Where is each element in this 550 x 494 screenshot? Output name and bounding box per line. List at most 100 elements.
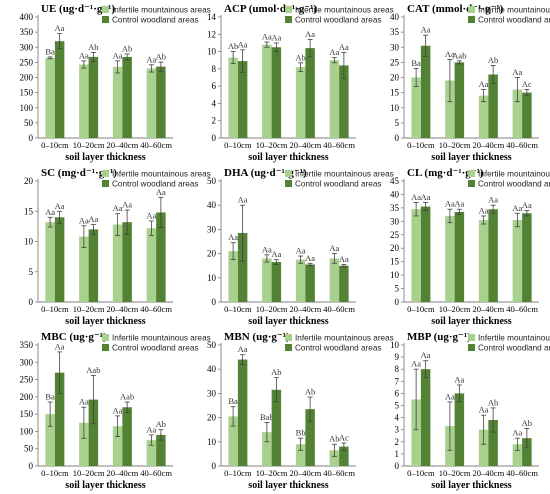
significance-label: Aa xyxy=(228,232,238,242)
y-tick-label: 50 xyxy=(24,444,34,454)
significance-label: Aa xyxy=(411,359,421,369)
bar xyxy=(522,92,532,138)
y-tick-label: 30 xyxy=(390,216,400,226)
legend-label: Control woodland areas xyxy=(112,180,198,189)
significance-label: Aa xyxy=(122,200,132,210)
significance-label: Aa xyxy=(421,192,431,202)
y-tick-label: 40 xyxy=(207,200,217,210)
y-tick-label: 12 xyxy=(207,29,216,39)
chart-panel-7: MBC (ug·g⁻¹) Infertile mountainous areas C… xyxy=(1,329,211,493)
y-tick-label: 10 xyxy=(207,273,217,283)
x-tick-label: 0–10cm xyxy=(41,140,69,150)
y-tick-label: 40 xyxy=(390,12,400,22)
significance-label: Ab xyxy=(122,43,132,53)
bar xyxy=(488,209,498,302)
bar xyxy=(295,444,306,466)
significance-label: Aa xyxy=(329,243,339,253)
bar xyxy=(79,422,89,466)
x-tick-label: 10–20cm xyxy=(439,304,471,314)
legend-swatch xyxy=(468,180,475,187)
y-tick-label: 200 xyxy=(20,73,34,83)
x-tick-label: 20–40cm xyxy=(290,468,322,478)
chart-svg: DHA (ug·d⁻¹·g⁻¹)Infertile mountainous ar… xyxy=(207,167,394,327)
x-tick-label: 10–20cm xyxy=(439,468,471,478)
legend-label: Control woodland areas xyxy=(478,344,550,353)
y-tick-label: 8 xyxy=(212,64,217,74)
y-tick-label: 10 xyxy=(390,340,400,350)
significance-label: Aa xyxy=(454,374,464,384)
legend-label: Infertile mountainous areas xyxy=(112,6,211,15)
chart-title: CAT (mmol·d⁻¹·g⁻¹) xyxy=(407,3,504,15)
bar xyxy=(146,440,157,466)
significance-label: Aa xyxy=(271,32,281,42)
bar xyxy=(237,61,248,139)
y-tick-label: 45 xyxy=(390,176,400,186)
y-tick-label: 50 xyxy=(207,176,217,186)
chart-panel-2: ACP (umol·d⁻¹·g⁻¹) Infertile mountainous … xyxy=(184,1,394,165)
bar xyxy=(88,56,99,138)
significance-label: Aa xyxy=(238,344,248,354)
x-tick-label: 0–10cm xyxy=(224,468,252,478)
y-tick-label: 10 xyxy=(390,270,400,280)
x-tick-label: 20–40cm xyxy=(107,304,139,314)
bar xyxy=(45,57,55,138)
x-tick-label: 0–10cm xyxy=(407,304,435,314)
x-tick-label: 0–10cm xyxy=(407,140,435,150)
legend-swatch xyxy=(285,180,292,187)
bar xyxy=(271,47,282,138)
x-tick-label: 10–20cm xyxy=(439,140,471,150)
x-axis-label: soil layer thickness xyxy=(65,316,145,327)
chart-panel-4: SC (mg·d⁻¹·g⁻¹) Infertile mountainous are… xyxy=(1,165,211,329)
bar xyxy=(339,265,349,302)
significance-label: Ab xyxy=(305,387,315,397)
bar xyxy=(522,213,532,302)
legend-swatch xyxy=(285,6,292,13)
bar xyxy=(339,65,349,138)
chart-svg: MBC (ug·g⁻¹) Infertile mountainous areasC… xyxy=(20,331,211,491)
significance-label: Aa xyxy=(55,23,65,33)
y-tick-label: 40 xyxy=(207,364,217,374)
bar xyxy=(156,212,166,302)
chart-svg: UE (ug·d⁻¹·g⁻¹)Infertile mountainous are… xyxy=(20,3,211,163)
significance-label: Ab xyxy=(156,52,166,62)
significance-label: Ab xyxy=(295,52,305,62)
bar xyxy=(420,206,431,302)
bar xyxy=(454,211,465,302)
legend-swatch xyxy=(285,170,292,177)
x-tick-label: 20–40cm xyxy=(107,468,139,478)
significance-label: Aa xyxy=(479,205,489,215)
x-tick-label: 40–60cm xyxy=(506,140,538,150)
legend-swatch xyxy=(102,344,109,351)
bar xyxy=(305,264,315,302)
y-tick-label: 5 xyxy=(395,284,400,294)
bar xyxy=(512,219,523,302)
y-tick-label: 2 xyxy=(212,116,217,126)
bar xyxy=(488,420,498,466)
significance-label: Aa xyxy=(305,29,315,39)
x-tick-label: 20–40cm xyxy=(473,304,505,314)
bar xyxy=(339,446,349,466)
bar xyxy=(79,64,89,138)
x-tick-label: 10–20cm xyxy=(73,140,105,150)
significance-label: Aa xyxy=(88,214,98,224)
significance-label: Aa xyxy=(146,210,156,220)
x-tick-label: 0–10cm xyxy=(224,304,252,314)
legend-swatch xyxy=(285,344,292,351)
legend-swatch xyxy=(468,16,475,23)
y-tick-label: 0 xyxy=(212,461,217,471)
bar xyxy=(79,236,89,302)
legend-label: Control woodland areas xyxy=(295,344,381,353)
y-tick-label: 10 xyxy=(207,437,217,447)
significance-label: Ab xyxy=(271,367,281,377)
bar xyxy=(454,62,465,138)
y-tick-label: 150 xyxy=(20,409,34,419)
chart-title: MBN (ug·g⁻¹) xyxy=(224,331,290,343)
bar xyxy=(156,66,166,138)
chart-svg: MBP (ug·g⁻¹) Infertile mountainous areasC… xyxy=(390,331,550,491)
significance-label: Bb xyxy=(296,428,306,438)
chart-title: UE (ug·d⁻¹·g⁻¹) xyxy=(41,3,115,15)
legend-swatch xyxy=(285,334,292,341)
bar xyxy=(228,251,238,302)
y-tick-label: 100 xyxy=(20,103,34,113)
y-tick-label: 35 xyxy=(390,203,400,213)
